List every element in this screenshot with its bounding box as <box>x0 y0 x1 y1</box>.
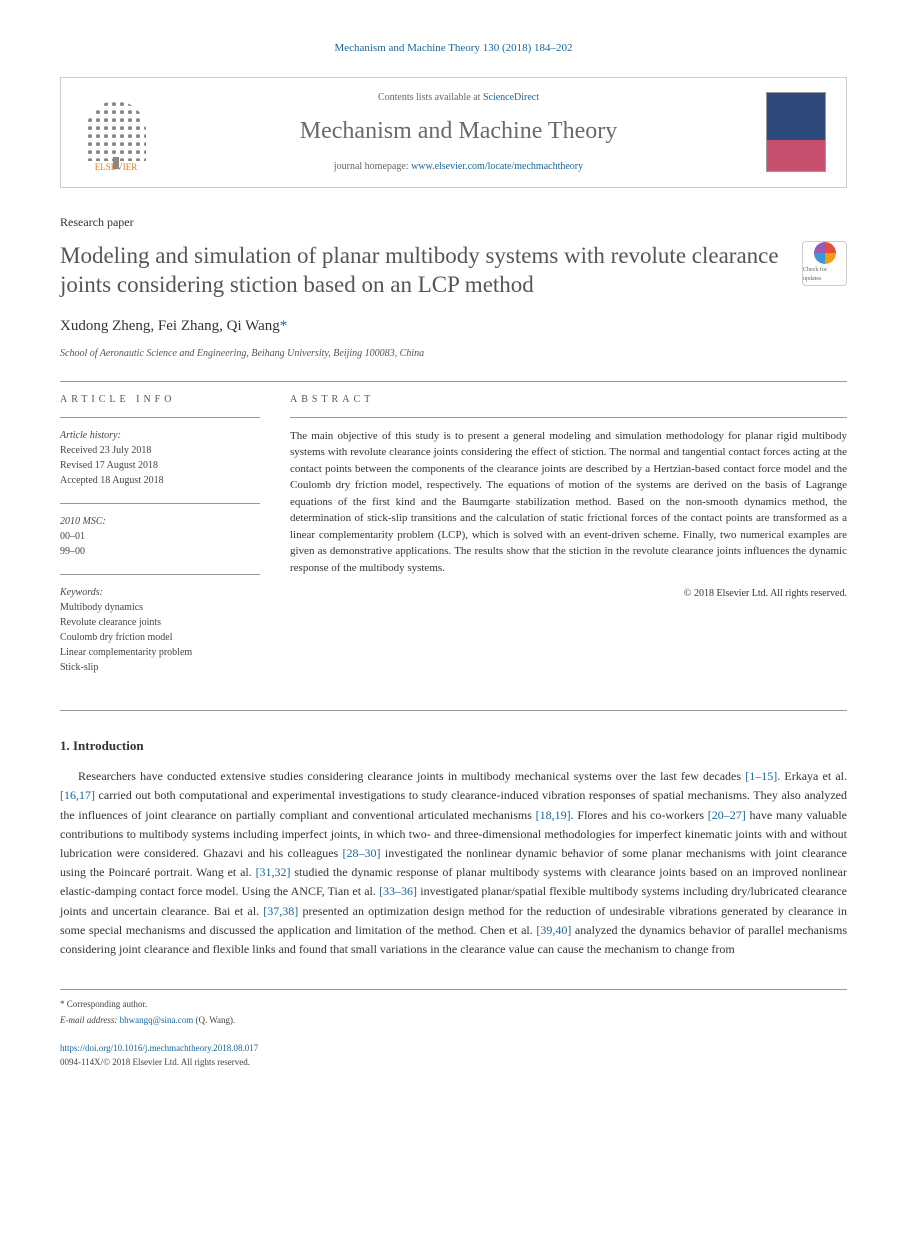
abstract-copyright: © 2018 Elsevier Ltd. All rights reserved… <box>290 586 847 601</box>
affiliation: School of Aeronautic Science and Enginee… <box>60 346 847 361</box>
journal-name: Mechanism and Machine Theory <box>151 113 766 149</box>
info-abstract-row: ARTICLE INFO Article history: Received 2… <box>60 392 847 690</box>
keywords-block: Keywords: Multibody dynamics Revolute cl… <box>60 585 260 675</box>
section-1-heading: 1. Introduction <box>60 736 847 756</box>
article-type: Research paper <box>60 213 847 231</box>
keyword-1: Multibody dynamics <box>60 600 260 615</box>
article-info-column: ARTICLE INFO Article history: Received 2… <box>60 392 260 690</box>
email-line: E-mail address: bhwangq@sina.com (Q. Wan… <box>60 1014 847 1028</box>
issn-line: 0094-114X/© 2018 Elsevier Ltd. All right… <box>60 1056 847 1070</box>
intro-text-d: . Flores and his co-workers <box>571 808 708 822</box>
email-label: E-mail address: <box>60 1015 120 1025</box>
check-updates-label: Check for updates <box>803 266 846 284</box>
title-row: Modeling and simulation of planar multib… <box>60 241 847 301</box>
keyword-4: Linear complementarity problem <box>60 645 260 660</box>
homepage-link[interactable]: www.elsevier.com/locate/mechmachtheory <box>411 161 583 172</box>
divider-bottom <box>60 710 847 711</box>
abstract-heading: ABSTRACT <box>290 392 847 407</box>
ref-link-6[interactable]: [31,32] <box>256 865 291 879</box>
ref-link-3[interactable]: [18,19] <box>536 808 571 822</box>
check-updates-icon <box>814 242 836 264</box>
keyword-3: Coulomb dry friction model <box>60 630 260 645</box>
accepted-date: Accepted 18 August 2018 <box>60 473 260 488</box>
doi-link[interactable]: https://doi.org/10.1016/j.mechmachtheory… <box>60 1043 258 1053</box>
keyword-5: Stick-slip <box>60 660 260 675</box>
article-info-heading: ARTICLE INFO <box>60 392 260 407</box>
contents-prefix: Contents lists available at <box>378 92 483 103</box>
article-history-block: Article history: Received 23 July 2018 R… <box>60 428 260 488</box>
article-title: Modeling and simulation of planar multib… <box>60 241 802 301</box>
intro-paragraph: Researchers have conducted extensive stu… <box>60 767 847 959</box>
msc-block: 2010 MSC: 00–01 99–00 <box>60 514 260 559</box>
email-link[interactable]: bhwangq@sina.com <box>120 1015 194 1025</box>
journal-header-box: ELSEVIER Contents lists available at Sci… <box>60 77 847 188</box>
corresponding-author-note: * Corresponding author. <box>60 998 847 1012</box>
elsevier-logo: ELSEVIER <box>81 90 151 175</box>
ref-link-1[interactable]: [1–15] <box>745 769 777 783</box>
msc-code-2: 99–00 <box>60 544 260 559</box>
keywords-label: Keywords: <box>60 585 260 600</box>
abstract-text: The main objective of this study is to p… <box>290 428 847 577</box>
ref-link-4[interactable]: [20–27] <box>708 808 746 822</box>
sciencedirect-link[interactable]: ScienceDirect <box>483 92 539 103</box>
footer-block: * Corresponding author. E-mail address: … <box>60 989 847 1069</box>
received-date: Received 23 July 2018 <box>60 443 260 458</box>
info-divider-2 <box>60 503 260 504</box>
history-label: Article history: <box>60 428 260 443</box>
keyword-2: Revolute clearance joints <box>60 615 260 630</box>
homepage-prefix: journal homepage: <box>334 161 411 172</box>
revised-date: Revised 17 August 2018 <box>60 458 260 473</box>
contents-line: Contents lists available at ScienceDirec… <box>151 90 766 105</box>
msc-label: 2010 MSC: <box>60 514 260 529</box>
email-suffix: (Q. Wang). <box>193 1015 235 1025</box>
elsevier-tree-icon <box>86 101 146 161</box>
intro-text-a: Researchers have conducted extensive stu… <box>78 769 745 783</box>
ref-link-9[interactable]: [39,40] <box>536 923 571 937</box>
check-updates-badge[interactable]: Check for updates <box>802 241 847 286</box>
divider-top <box>60 381 847 382</box>
ref-link-8[interactable]: [37,38] <box>263 904 298 918</box>
ref-link-7[interactable]: [33–36] <box>379 884 417 898</box>
msc-code-1: 00–01 <box>60 529 260 544</box>
citation-header: Mechanism and Machine Theory 130 (2018) … <box>60 40 847 57</box>
journal-center: Contents lists available at ScienceDirec… <box>151 90 766 174</box>
info-divider-3 <box>60 574 260 575</box>
doi-line: https://doi.org/10.1016/j.mechmachtheory… <box>60 1042 847 1056</box>
ref-link-2[interactable]: [16,17] <box>60 788 95 802</box>
abstract-divider <box>290 417 847 418</box>
authors-list: Xudong Zheng, Fei Zhang, Qi Wang <box>60 318 280 334</box>
abstract-column: ABSTRACT The main objective of this stud… <box>290 392 847 690</box>
ref-link-5[interactable]: [28–30] <box>343 846 381 860</box>
intro-text-b: . Erkaya et al. <box>777 769 847 783</box>
journal-cover-thumbnail <box>766 92 826 172</box>
authors: Xudong Zheng, Fei Zhang, Qi Wang* <box>60 315 847 338</box>
info-divider-1 <box>60 417 260 418</box>
corresponding-marker: * <box>280 318 288 334</box>
homepage-line: journal homepage: www.elsevier.com/locat… <box>151 159 766 174</box>
